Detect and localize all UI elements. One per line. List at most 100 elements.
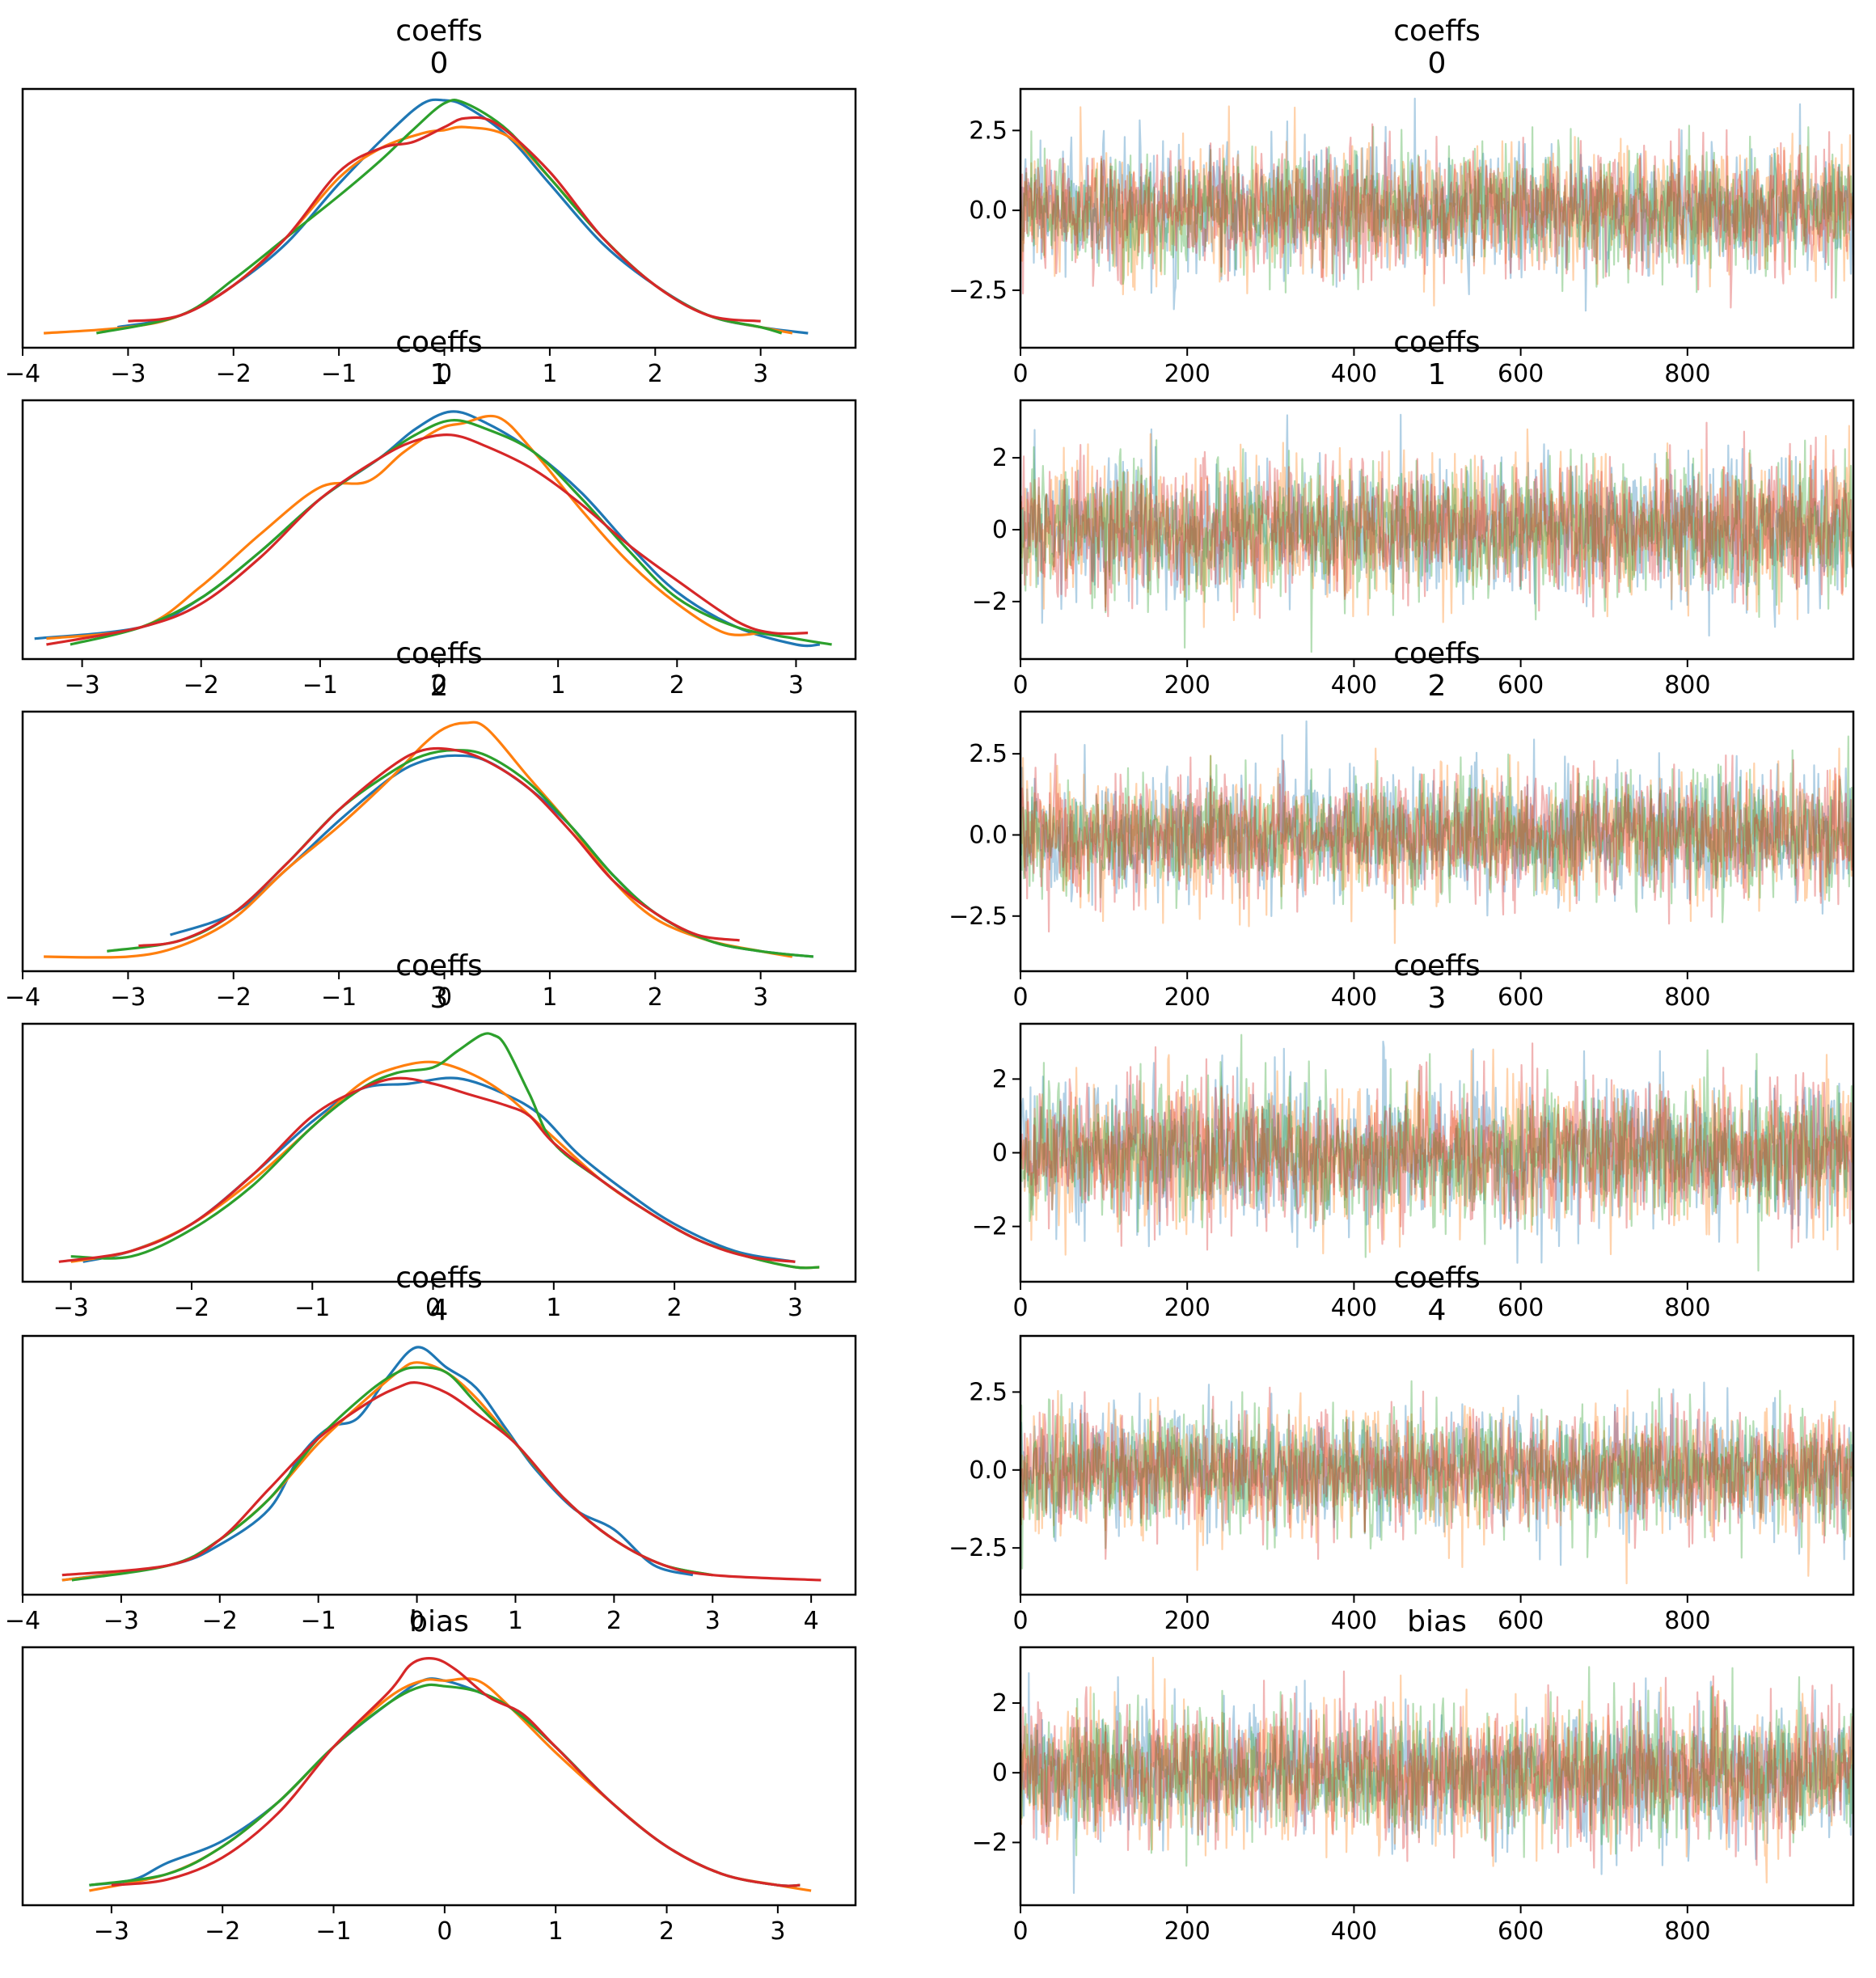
trace-bias-ytick-label: 0 xyxy=(992,1759,1008,1787)
trace-coeffs-3-line-chain-2 xyxy=(1019,1033,1855,1272)
kde-bias-line-chain-2 xyxy=(89,1683,801,1887)
trace-coeffs-0-line-chain-3 xyxy=(1019,123,1855,309)
trace-coeffs-0-ytick-label: −2.5 xyxy=(949,277,1008,305)
kde-coeffs-4-title-var: coeffs xyxy=(395,1262,483,1295)
trace-bias-ytick-label: −2 xyxy=(972,1828,1008,1857)
trace-coeffs-1-title-var: coeffs xyxy=(1393,326,1481,359)
trace-coeffs-2-xtick-label: 400 xyxy=(1331,983,1377,1012)
kde-bias-panel: bias −3 −2 −1 0 1 2 3 xyxy=(21,1605,857,1946)
kde-coeffs-3-line-chain-3 xyxy=(58,1076,796,1263)
trace-coeffs-3-ytick-label: 2 xyxy=(992,1065,1008,1093)
kde-coeffs-4-xtick-label: −3 xyxy=(104,1607,139,1635)
kde-coeffs-2-title-index: 2 xyxy=(430,670,449,703)
kde-coeffs-3-line-chain-2 xyxy=(70,1032,820,1270)
trace-coeffs-2-line-chain-1 xyxy=(1019,747,1855,945)
kde-coeffs-4-line-chain-1 xyxy=(61,1361,713,1582)
trace-coeffs-4-ytick-label: 2.5 xyxy=(969,1378,1008,1406)
kde-bias-xtick-label: −1 xyxy=(315,1917,351,1946)
kde-bias-line-chain-3 xyxy=(111,1657,801,1887)
kde-coeffs-2-xtick-label: 0 xyxy=(437,983,452,1012)
kde-coeffs-2-xtick-label: −1 xyxy=(321,983,357,1012)
trace-coeffs-4-axes-frame xyxy=(1019,1334,1855,1596)
kde-coeffs-4-xtick-label: 1 xyxy=(508,1607,523,1635)
trace-coeffs-1-ytick-label: −2 xyxy=(972,588,1008,616)
kde-coeffs-1-xtick-label: −1 xyxy=(302,671,338,699)
trace-coeffs-2-ytick-label: 0.0 xyxy=(969,821,1008,849)
trace-coeffs-0-xtick-label: 0 xyxy=(1012,360,1028,388)
kde-coeffs-1-title-index: 1 xyxy=(430,358,449,391)
trace-coeffs-2-xtick-label: 0 xyxy=(1012,983,1028,1012)
kde-coeffs-4-line-chain-2 xyxy=(71,1366,713,1582)
trace-bias-line-chain-2 xyxy=(1019,1666,1855,1867)
trace-coeffs-4-line-chain-0 xyxy=(1019,1381,1855,1566)
trace-coeffs-3-line-chain-1 xyxy=(1019,1048,1855,1256)
kde-bias-xtick-label: 1 xyxy=(548,1917,564,1946)
trace-bias-ytick-label: 2 xyxy=(992,1689,1008,1718)
kde-coeffs-3-xtick-label: 1 xyxy=(546,1294,561,1322)
kde-coeffs-0-xtick-label: −4 xyxy=(5,360,40,388)
trace-bias-axes-frame xyxy=(1019,1646,1855,1907)
kde-coeffs-3-line-chain-1 xyxy=(70,1060,820,1270)
trace-coeffs-2-ytick-label: 2.5 xyxy=(969,740,1008,768)
trace-coeffs-1-ytick-label: 2 xyxy=(992,444,1008,472)
kde-coeffs-3-xtick-label: 3 xyxy=(788,1294,803,1322)
trace-coeffs-2-xtick-label: 200 xyxy=(1164,983,1211,1012)
trace-coeffs-0-line-chain-2 xyxy=(1019,125,1855,299)
trace-coeffs-4-xtick-label: 0 xyxy=(1012,1607,1028,1635)
trace-coeffs-4-ytick-label: 0.0 xyxy=(969,1456,1008,1485)
trace-coeffs-1-xtick-label: 600 xyxy=(1498,671,1544,699)
trace-coeffs-4-title-index: 4 xyxy=(1428,1294,1447,1327)
kde-coeffs-3-xtick-label: 0 xyxy=(425,1294,441,1322)
kde-bias-xtick-label: 3 xyxy=(770,1917,785,1946)
trace-coeffs-0-line-chain-0 xyxy=(1019,97,1855,312)
trace-coeffs-4-line-chain-2 xyxy=(1019,1380,1855,1570)
trace-coeffs-1-axes-frame xyxy=(1019,399,1855,661)
trace-coeffs-4-line-chain-3 xyxy=(1019,1386,1855,1560)
kde-coeffs-0-xtick-label: 0 xyxy=(437,360,452,388)
trace-coeffs-2-title-var: coeffs xyxy=(1393,637,1481,670)
trace-coeffs-1-xtick-label: 400 xyxy=(1331,671,1377,699)
trace-coeffs-1-xtick-label: 200 xyxy=(1164,671,1211,699)
trace-bias-xtick-label: 0 xyxy=(1012,1917,1028,1946)
trace-bias-line-chain-3 xyxy=(1019,1670,1855,1869)
trace-bias-xtick-label: 200 xyxy=(1164,1917,1211,1946)
trace-coeffs-3-ytick-label: −2 xyxy=(972,1213,1008,1241)
trace-coeffs-2-axes-frame xyxy=(1019,710,1855,973)
kde-bias-title-var: bias xyxy=(409,1605,469,1638)
trace-coeffs-0-xtick-label: 800 xyxy=(1664,360,1710,388)
trace-coeffs-1-xtick-label: 800 xyxy=(1664,671,1710,699)
kde-coeffs-2-xtick-label: 1 xyxy=(542,983,557,1012)
trace-coeffs-1-line-chain-3 xyxy=(1019,421,1855,619)
trace-bias-xtick-label: 800 xyxy=(1664,1917,1710,1946)
trace-bias-xtick-label: 400 xyxy=(1331,1917,1377,1946)
trace-coeffs-2-xtick-label: 600 xyxy=(1498,983,1544,1012)
trace-coeffs-0-xtick-label: 200 xyxy=(1164,360,1211,388)
trace-coeffs-3-xtick-label: 800 xyxy=(1664,1294,1710,1322)
kde-coeffs-3-xtick-label: −2 xyxy=(174,1294,209,1322)
kde-coeffs-4-xtick-label: −1 xyxy=(301,1607,336,1635)
trace-coeffs-3-xtick-label: 200 xyxy=(1164,1294,1211,1322)
trace-coeffs-3-line-chain-0 xyxy=(1019,1040,1855,1264)
trace-coeffs-0-axes-frame xyxy=(1019,87,1855,349)
trace-coeffs-0-line-chain-1 xyxy=(1019,105,1855,306)
kde-coeffs-0-xtick-label: −1 xyxy=(321,360,357,388)
kde-coeffs-3-title-var: coeffs xyxy=(395,949,483,983)
kde-coeffs-4-title-index: 4 xyxy=(430,1294,449,1327)
trace-coeffs-1-line-chain-0 xyxy=(1019,413,1855,637)
trace-coeffs-3-xtick-label: 600 xyxy=(1498,1294,1544,1322)
trace-coeffs-3-title-index: 3 xyxy=(1428,982,1447,1015)
kde-coeffs-1-xtick-label: 2 xyxy=(670,671,685,699)
kde-coeffs-1-line-chain-2 xyxy=(70,419,832,646)
kde-coeffs-4-line-chain-0 xyxy=(61,1346,694,1582)
kde-coeffs-2-line-chain-1 xyxy=(44,721,793,959)
kde-coeffs-4-axes-frame xyxy=(21,1334,857,1596)
kde-coeffs-1-line-chain-1 xyxy=(46,414,761,640)
